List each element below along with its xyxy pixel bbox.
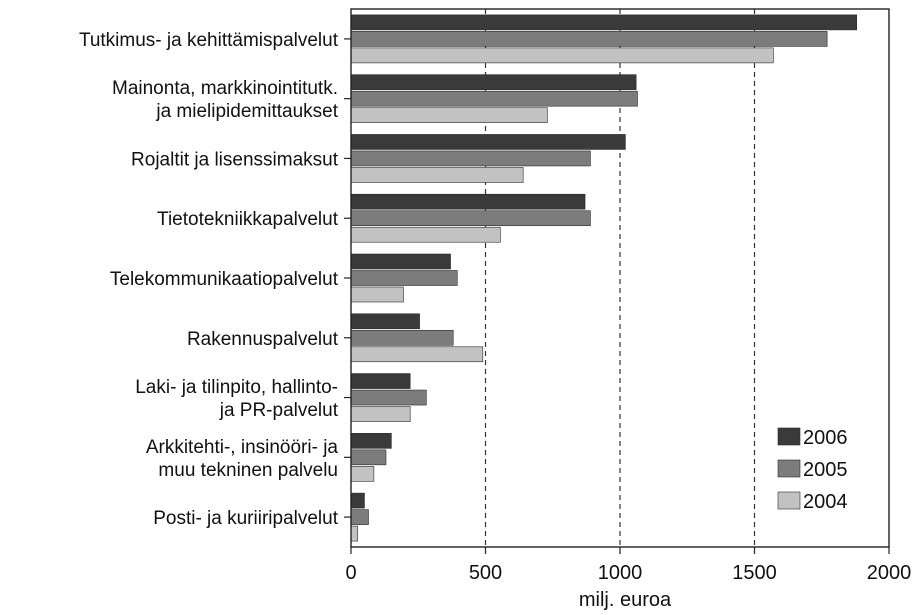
category-label: Laki- ja tilinpito, hallinto- [135, 377, 338, 398]
x-axis-title: milj. euroa [579, 589, 672, 611]
x-tick-label: 500 [469, 562, 502, 584]
legend-swatch-2004 [777, 491, 801, 510]
bar-2004-4 [350, 226, 501, 243]
bar-2004-9 [350, 525, 359, 542]
legend-label-2006: 2006 [803, 427, 848, 449]
bar-2005-7 [350, 389, 427, 406]
bar-2004-2 [350, 107, 548, 123]
bar-2006-3 [350, 134, 626, 150]
bar-2006-1 [350, 14, 858, 31]
category-label: Posti- ja kuriiripalvelut [153, 508, 339, 529]
bar-2005-1 [350, 31, 828, 47]
x-tick-label: 1500 [732, 562, 777, 584]
category-label: muu tekninen palvelu [158, 460, 338, 481]
legend-swatch-2006 [777, 427, 801, 446]
bar-2005-3 [350, 150, 591, 167]
bar-2006-6 [350, 313, 420, 330]
legend-swatch-2005 [777, 459, 801, 478]
axis-ticks: 0 500 1000 1500 2000 [344, 38, 912, 584]
bar-2006-4 [350, 193, 586, 210]
category-label: ja mielipidemittaukset [155, 101, 338, 122]
category-label: Tutkimus- ja kehittämispalvelut [79, 30, 339, 51]
bar-2004-8 [350, 466, 375, 482]
bar-2006-8 [350, 433, 392, 449]
category-label: Tietotekniikkapalvelut [157, 209, 339, 230]
bar-2005-2 [350, 90, 638, 107]
bar-2004-6 [350, 346, 484, 363]
category-label: Telekommunikaatiopalvelut [110, 269, 339, 290]
bar-2004-1 [350, 47, 774, 64]
bar-2005-5 [350, 270, 458, 286]
bar-2006-9 [350, 492, 365, 509]
bar-2005-9 [350, 509, 369, 525]
bar-2006-5 [350, 253, 451, 270]
bar-2004-7 [350, 406, 411, 422]
bar-2006-2 [350, 74, 637, 90]
category-labels: Tutkimus- ja kehittämispalvelut Mainonta,… [79, 30, 339, 529]
bar-2006-7 [350, 373, 411, 389]
x-tick-label: 2000 [867, 562, 912, 584]
legend-label-2004: 2004 [803, 491, 848, 513]
bar-2004-3 [350, 167, 524, 183]
bar-2004-5 [350, 286, 404, 303]
category-label: Mainonta, markkinointitutk. [112, 78, 338, 99]
x-tick-label: 1000 [598, 562, 643, 584]
category-label: ja PR-palvelut [219, 400, 339, 421]
category-label: Arkkitehti-, insinööri- ja [146, 437, 339, 458]
legend: 2006 2005 2004 [777, 427, 848, 513]
category-label: Rojaltit ja lisenssimaksut [131, 149, 339, 170]
bar-2005-8 [350, 449, 387, 466]
bar-2005-4 [350, 210, 591, 227]
category-label: Rakennuspalvelut [187, 329, 339, 350]
legend-label-2005: 2005 [803, 459, 848, 481]
x-tick-label: 0 [345, 562, 356, 584]
bar-2005-6 [350, 329, 454, 346]
